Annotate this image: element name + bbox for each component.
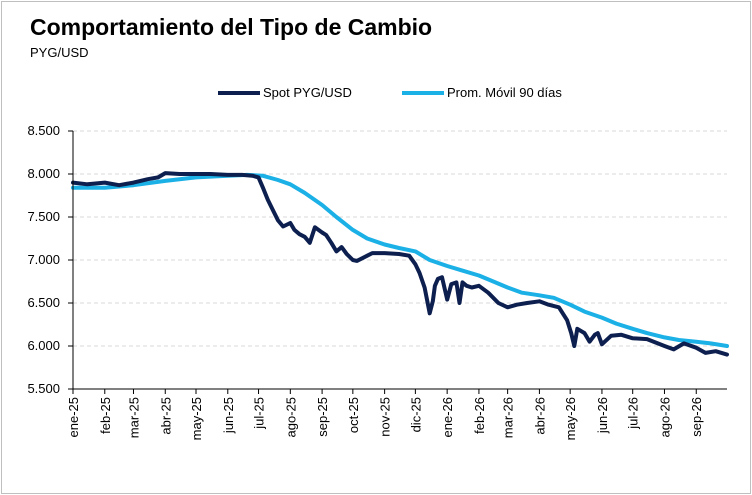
x-tick-label: sep-25 [315, 397, 330, 437]
x-tick-label: may-25 [189, 397, 204, 440]
y-tick-label: 6.500 [27, 295, 60, 310]
y-tick-label: 7.500 [27, 209, 60, 224]
x-tick-label: jul-26 [626, 397, 641, 430]
x-tick-label: oct-25 [346, 397, 361, 433]
series-line-spot [71, 171, 729, 357]
x-tick-label: jul-25 [252, 397, 267, 430]
x-tick-label: mar-26 [501, 397, 516, 438]
chart-title: Comportamiento del Tipo de Cambio [30, 14, 433, 40]
legend-label-spot: Spot PYG/USD [263, 85, 352, 100]
axes: 5.500 6.000 6.500 7.000 7.500 8.000 8.500 ene-2… [27, 123, 727, 440]
x-tick-label: jun-25 [221, 397, 236, 434]
x-tick-label: dic-25 [408, 397, 423, 432]
x-tick-label: mar-25 [126, 397, 141, 438]
x-tick-label: abr-25 [158, 397, 173, 435]
legend-label-avg: Prom. Móvil 90 días [447, 85, 562, 100]
x-tick-label: jun-26 [595, 397, 610, 434]
y-tick-label: 7.000 [27, 252, 60, 267]
x-tick-label: nov-25 [378, 397, 393, 437]
y-tick-label: 5.500 [27, 381, 60, 396]
y-tick-label: 8.000 [27, 166, 60, 181]
x-tick-label: feb-25 [98, 397, 113, 434]
legend: Spot PYG/USD Prom. Móvil 90 días [218, 85, 562, 100]
series-layer [71, 171, 729, 357]
x-tick-label: ago-26 [657, 397, 672, 437]
chart-subtitle: PYG/USD [30, 45, 89, 60]
y-tick-label: 8.500 [27, 123, 60, 138]
y-tick-label: 6.000 [27, 338, 60, 353]
x-tick-label: ene-25 [66, 397, 81, 437]
x-tick-label: sep-26 [689, 397, 704, 437]
x-tick-label: abr-26 [532, 397, 547, 435]
x-tick-label: ago-25 [283, 397, 298, 437]
gridlines [73, 130, 727, 347]
x-tick-label: may-26 [563, 397, 578, 440]
x-tick-label: feb-26 [472, 397, 487, 434]
x-tick-label: ene-26 [440, 397, 455, 437]
